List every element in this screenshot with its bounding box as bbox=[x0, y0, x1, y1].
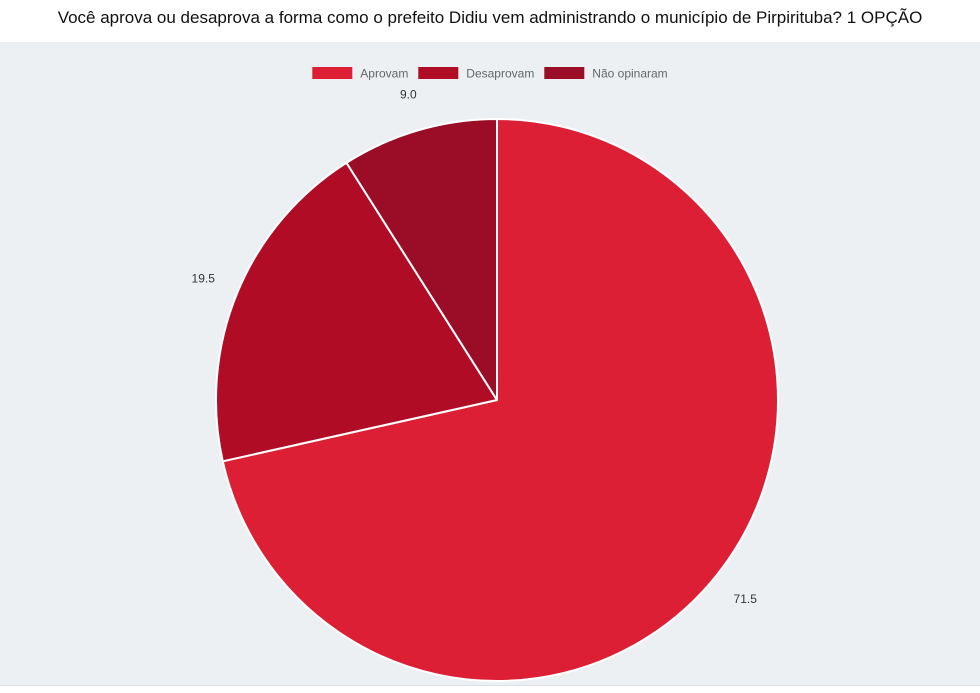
data-label-aprovam: 71.5 bbox=[734, 592, 758, 606]
pie-chart: Aprovam Desaprovam Não opinaram 71.5 19.5 9.… bbox=[192, 67, 779, 682]
legend-label: Não opinaram bbox=[592, 67, 667, 81]
pie-slice-desaprovam[interactable] bbox=[215, 161, 498, 463]
pie-slice-aprovam[interactable] bbox=[221, 118, 779, 682]
data-label-nao-opinaram: 9.0 bbox=[400, 88, 417, 102]
legend-swatch bbox=[544, 67, 585, 79]
pie-slice-nao-opinaram[interactable] bbox=[345, 118, 498, 401]
legend-label: Aprovam bbox=[360, 67, 408, 81]
bottom-strip bbox=[0, 685, 980, 693]
legend-label: Desaprovam bbox=[466, 67, 534, 81]
chart-title: Você aprova ou desaprova a forma como o … bbox=[57, 8, 923, 27]
legend-item-desaprovam[interactable]: Desaprovam bbox=[418, 67, 534, 81]
legend-swatch bbox=[312, 67, 353, 79]
data-label-desaprovam: 19.5 bbox=[192, 271, 216, 285]
legend-item-aprovam[interactable]: Aprovam bbox=[312, 67, 408, 81]
legend-item-nao-opinaram[interactable]: Não opinaram bbox=[544, 67, 668, 81]
legend: Aprovam Desaprovam Não opinaram bbox=[312, 67, 668, 81]
data-labels: 71.5 19.5 9.0 bbox=[192, 88, 758, 606]
chart-area: Aprovam Desaprovam Não opinaram 71.5 19.5 9.… bbox=[0, 42, 980, 685]
pie-slices bbox=[215, 118, 779, 682]
legend-swatch bbox=[418, 67, 459, 79]
